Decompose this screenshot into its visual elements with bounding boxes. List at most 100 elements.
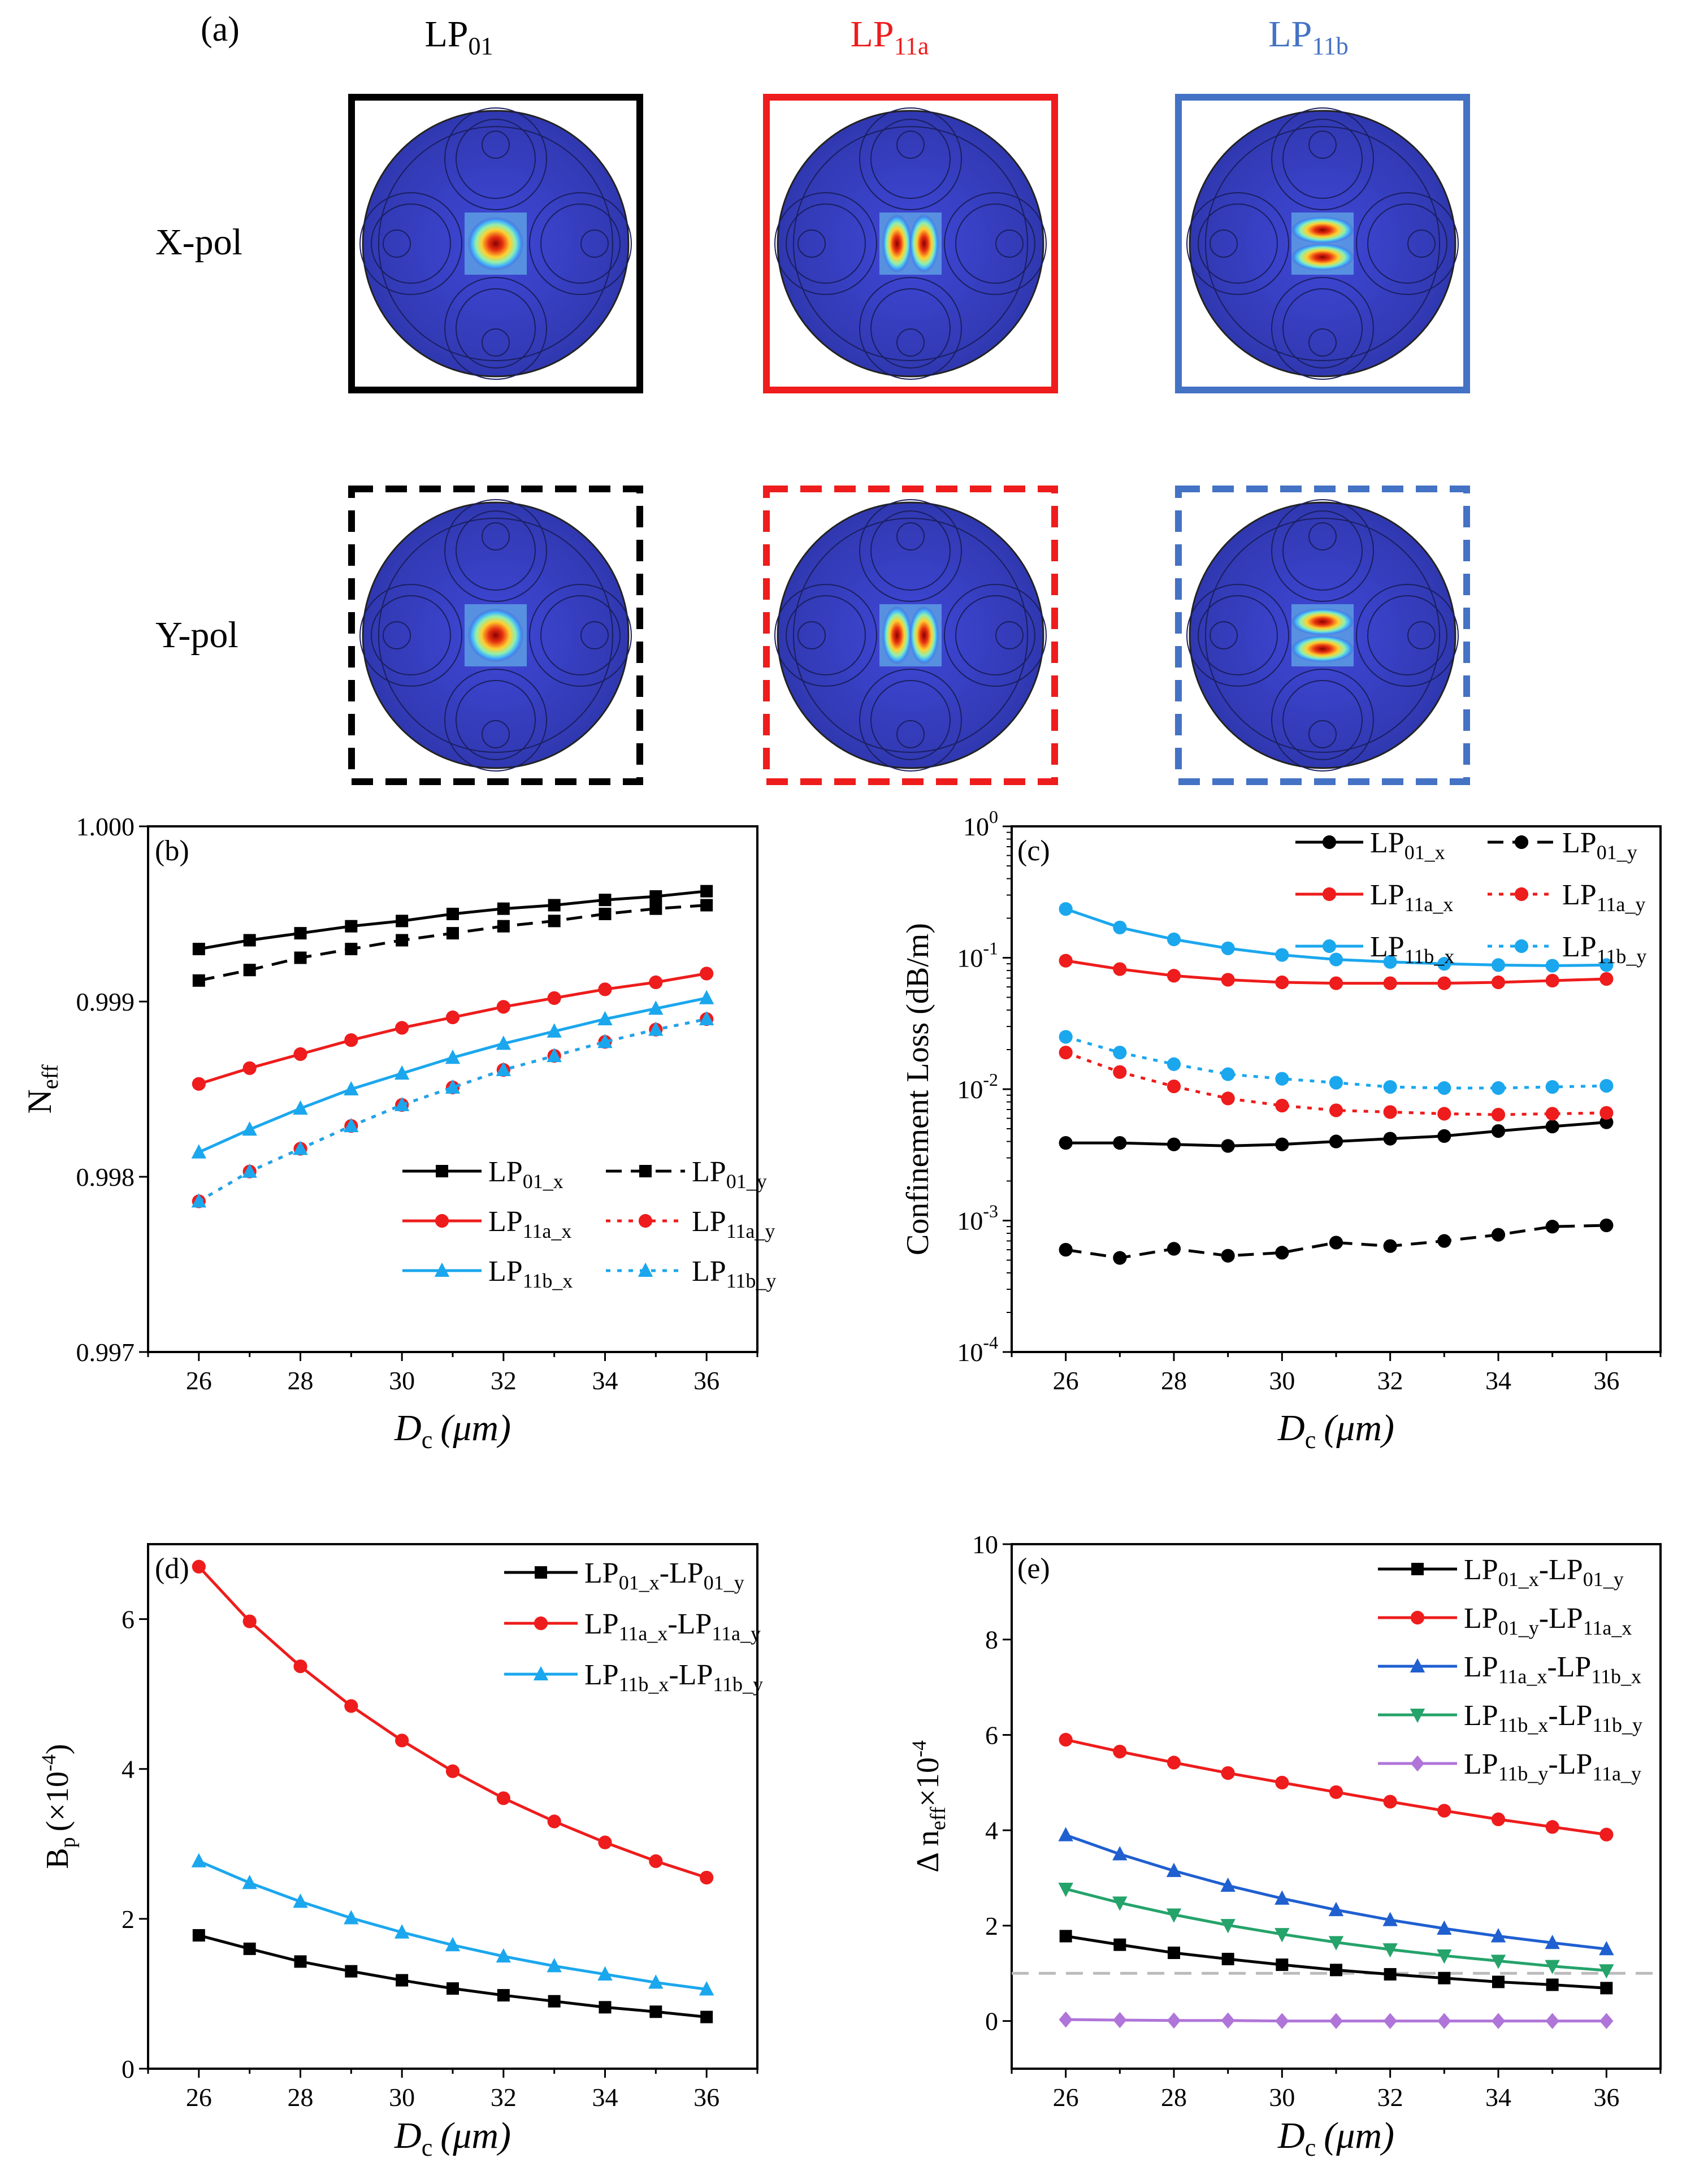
data-point [1491,975,1506,990]
data-point [396,1974,409,1987]
series-LP01_y [192,899,713,987]
fiber-nested-tube [383,621,411,649]
data-point [699,1011,714,1025]
legend-entry: LP11b_y [606,1255,776,1292]
mode-lobe [909,214,939,273]
data-point [445,1079,461,1094]
legend-label-base: LP [584,1659,619,1691]
panel-d-y-title-sub: p [56,1837,80,1848]
legend-label-sub: 11a_x [619,1622,668,1645]
data-point [1059,1030,1073,1044]
mode-lobe [1291,244,1354,271]
fiber-ring [793,518,1028,753]
data-point [191,1144,207,1159]
legend-label: LP11b_y-LP11a_y [1464,1748,1641,1785]
data-point [242,1061,257,1075]
mode-lobe [1291,635,1354,662]
data-point [446,908,459,920]
y-tick-label: 6 [985,1721,998,1749]
row-label-y-pol: Y-pol [155,614,239,656]
data-point [345,920,358,933]
data-point [699,990,714,1004]
series-LP11b_y-11a_y [1059,2011,1614,2029]
legend-entry: LP11a_x [1295,879,1453,916]
data-point [547,1023,562,1038]
data-point [1545,2013,1559,2029]
legend-label: LP11b_x-LP11b_y [584,1659,763,1696]
data-point [1275,1072,1289,1086]
legend-marker [1514,939,1529,954]
data-point [1221,1067,1235,1081]
fiber-tube-outer [1271,499,1374,602]
series-LP11a_x [192,967,714,1091]
data-point [1437,1920,1452,1935]
panel-d-legend: LP01_x-LP01_yLP11a_x-LP11a_yLP11b_x-LP11… [504,1557,763,1696]
data-point [1490,1928,1506,1943]
legend-label-sub: 11a_x [1498,1665,1547,1688]
fiber-tube-inner [1282,119,1363,199]
fiber-tube-inner [786,203,866,284]
panel-c-x-title-sub: c [1305,1426,1316,1454]
fiber-nested-tube [580,621,609,649]
data-point [345,1965,358,1978]
panel-a-label: (a) [201,10,240,49]
data-point [1221,1766,1235,1780]
panel-d-y-title-tail: (×10 [40,1771,75,1831]
fiber-nested-tube [1407,621,1436,649]
legend-marker [1322,835,1337,850]
legend-marker [1322,939,1337,954]
data-point [1059,1136,1073,1150]
legend-label: LP11a_x-LP11b_x [1464,1651,1641,1688]
fiber-ring [793,126,1028,361]
y-tick-label: 0.997 [76,1338,135,1367]
data-point [1220,1919,1236,1934]
mode-lobe [882,606,912,665]
legend-label-base: LP [1370,827,1404,859]
data-point [1328,1936,1344,1951]
data-point [1437,1129,1451,1143]
fiber-nested-tube [1210,229,1238,258]
legend-label-sub: 11a_y [1597,893,1646,916]
fiber-nested-tube [482,328,510,357]
fiber-tube-outer [859,107,962,210]
data-point [1545,1080,1559,1094]
legend-label-sub2: 11a_y [1592,1762,1641,1785]
legend-label: LP11a_x [1370,879,1453,916]
data-point [1113,2012,1127,2029]
data-point [700,885,713,898]
data-point [293,1100,308,1115]
legend-label: LP11b_x [1370,931,1454,968]
legend-entry: LP11b_x [402,1255,573,1292]
legend-label-sub: 11b_x [1498,1714,1549,1736]
legend-entry: LP11a_x-LP11b_x [1378,1651,1641,1688]
data-point [294,951,307,964]
fiber-tube-inner [371,203,451,284]
legend-label-base: LP [1562,827,1597,859]
data-point [1167,932,1181,947]
legend-label-base: LP [692,1255,726,1288]
panel-e-x-title-base: D [1277,2115,1305,2156]
data-point [1599,1115,1614,1129]
legend-entry: LP01_y-LP11a_x [1378,1602,1632,1639]
data-point [599,894,612,907]
data-point [192,1077,206,1091]
data-point [192,974,205,987]
fiber-tube-outer [1271,107,1374,210]
x-tick-label: 34 [592,2083,618,2112]
data-point [1599,1827,1614,1841]
series-LP01_y [1059,1218,1614,1265]
legend-label: LP11b_y [1562,931,1646,968]
data-point [1491,958,1506,972]
legend-entry: LP11a_y [606,1206,775,1242]
legend-marker [435,1214,449,1228]
data-point [395,1021,409,1035]
legend-label: LP11a_y [1562,879,1645,916]
legend-label-sub: 11b_y [1498,1762,1549,1785]
panel-b-y-title-base: N [21,1089,58,1113]
data-point [1329,1103,1343,1117]
legend-marker [638,1214,653,1228]
x-tick-label: 32 [1377,1366,1403,1395]
data-point [547,1814,561,1828]
